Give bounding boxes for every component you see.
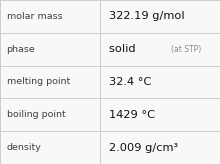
Text: 1429 °C: 1429 °C (109, 110, 155, 120)
Text: molar mass: molar mass (7, 12, 62, 21)
Text: 2.009 g/cm³: 2.009 g/cm³ (109, 143, 178, 153)
Text: phase: phase (7, 45, 35, 54)
Text: melting point: melting point (7, 78, 70, 86)
Text: (at STP): (at STP) (170, 45, 201, 54)
Text: boiling point: boiling point (7, 110, 65, 119)
Text: 32.4 °C: 32.4 °C (109, 77, 151, 87)
Text: density: density (7, 143, 42, 152)
Text: 322.19 g/mol: 322.19 g/mol (109, 11, 185, 21)
Text: solid: solid (109, 44, 143, 54)
